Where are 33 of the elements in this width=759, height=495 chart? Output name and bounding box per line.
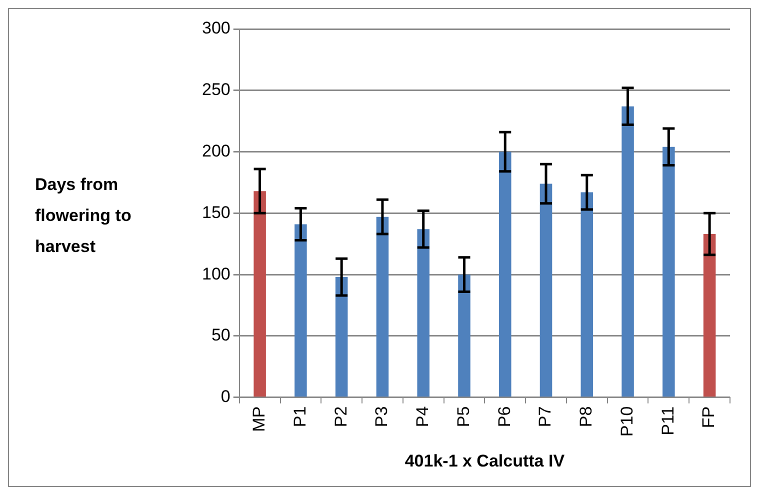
bar <box>294 224 307 397</box>
bar <box>540 184 552 397</box>
bar <box>417 229 430 397</box>
y-tick-label: 100 <box>202 264 230 284</box>
bar <box>580 192 594 397</box>
y-tick-label: 200 <box>202 141 230 160</box>
x-tick-label: P6 <box>494 406 514 428</box>
x-tick-label: P1 <box>290 406 310 428</box>
y-tick-label: 150 <box>202 202 230 222</box>
y-tick-label: 300 <box>202 18 230 38</box>
bar <box>622 106 634 397</box>
bar <box>335 277 348 397</box>
bar <box>703 234 716 397</box>
x-tick-label: MP <box>249 406 268 432</box>
x-tick-label: P2 <box>331 406 350 428</box>
x-axis-title: 401k-1 x Calcutta IV <box>404 451 566 470</box>
x-tick-label: P4 <box>413 406 432 428</box>
y-tick-label: 0 <box>220 387 230 406</box>
x-tick-label: P7 <box>536 406 555 428</box>
x-tick-label: P3 <box>372 406 392 428</box>
bar <box>254 191 266 397</box>
bar <box>458 274 470 397</box>
bar <box>662 146 675 397</box>
x-tick-label: P11 <box>658 406 678 436</box>
y-axis-title: Days from flowering to harvest <box>35 174 132 258</box>
x-tick-label: P8 <box>576 406 596 428</box>
x-tick-label: P5 <box>454 406 473 428</box>
bar <box>498 152 512 397</box>
x-tick-label: P10 <box>617 406 636 437</box>
bar <box>376 216 389 397</box>
y-tick-label: 50 <box>211 326 230 345</box>
x-tick-label: FP <box>699 406 718 428</box>
y-tick-label: 250 <box>202 80 230 100</box>
